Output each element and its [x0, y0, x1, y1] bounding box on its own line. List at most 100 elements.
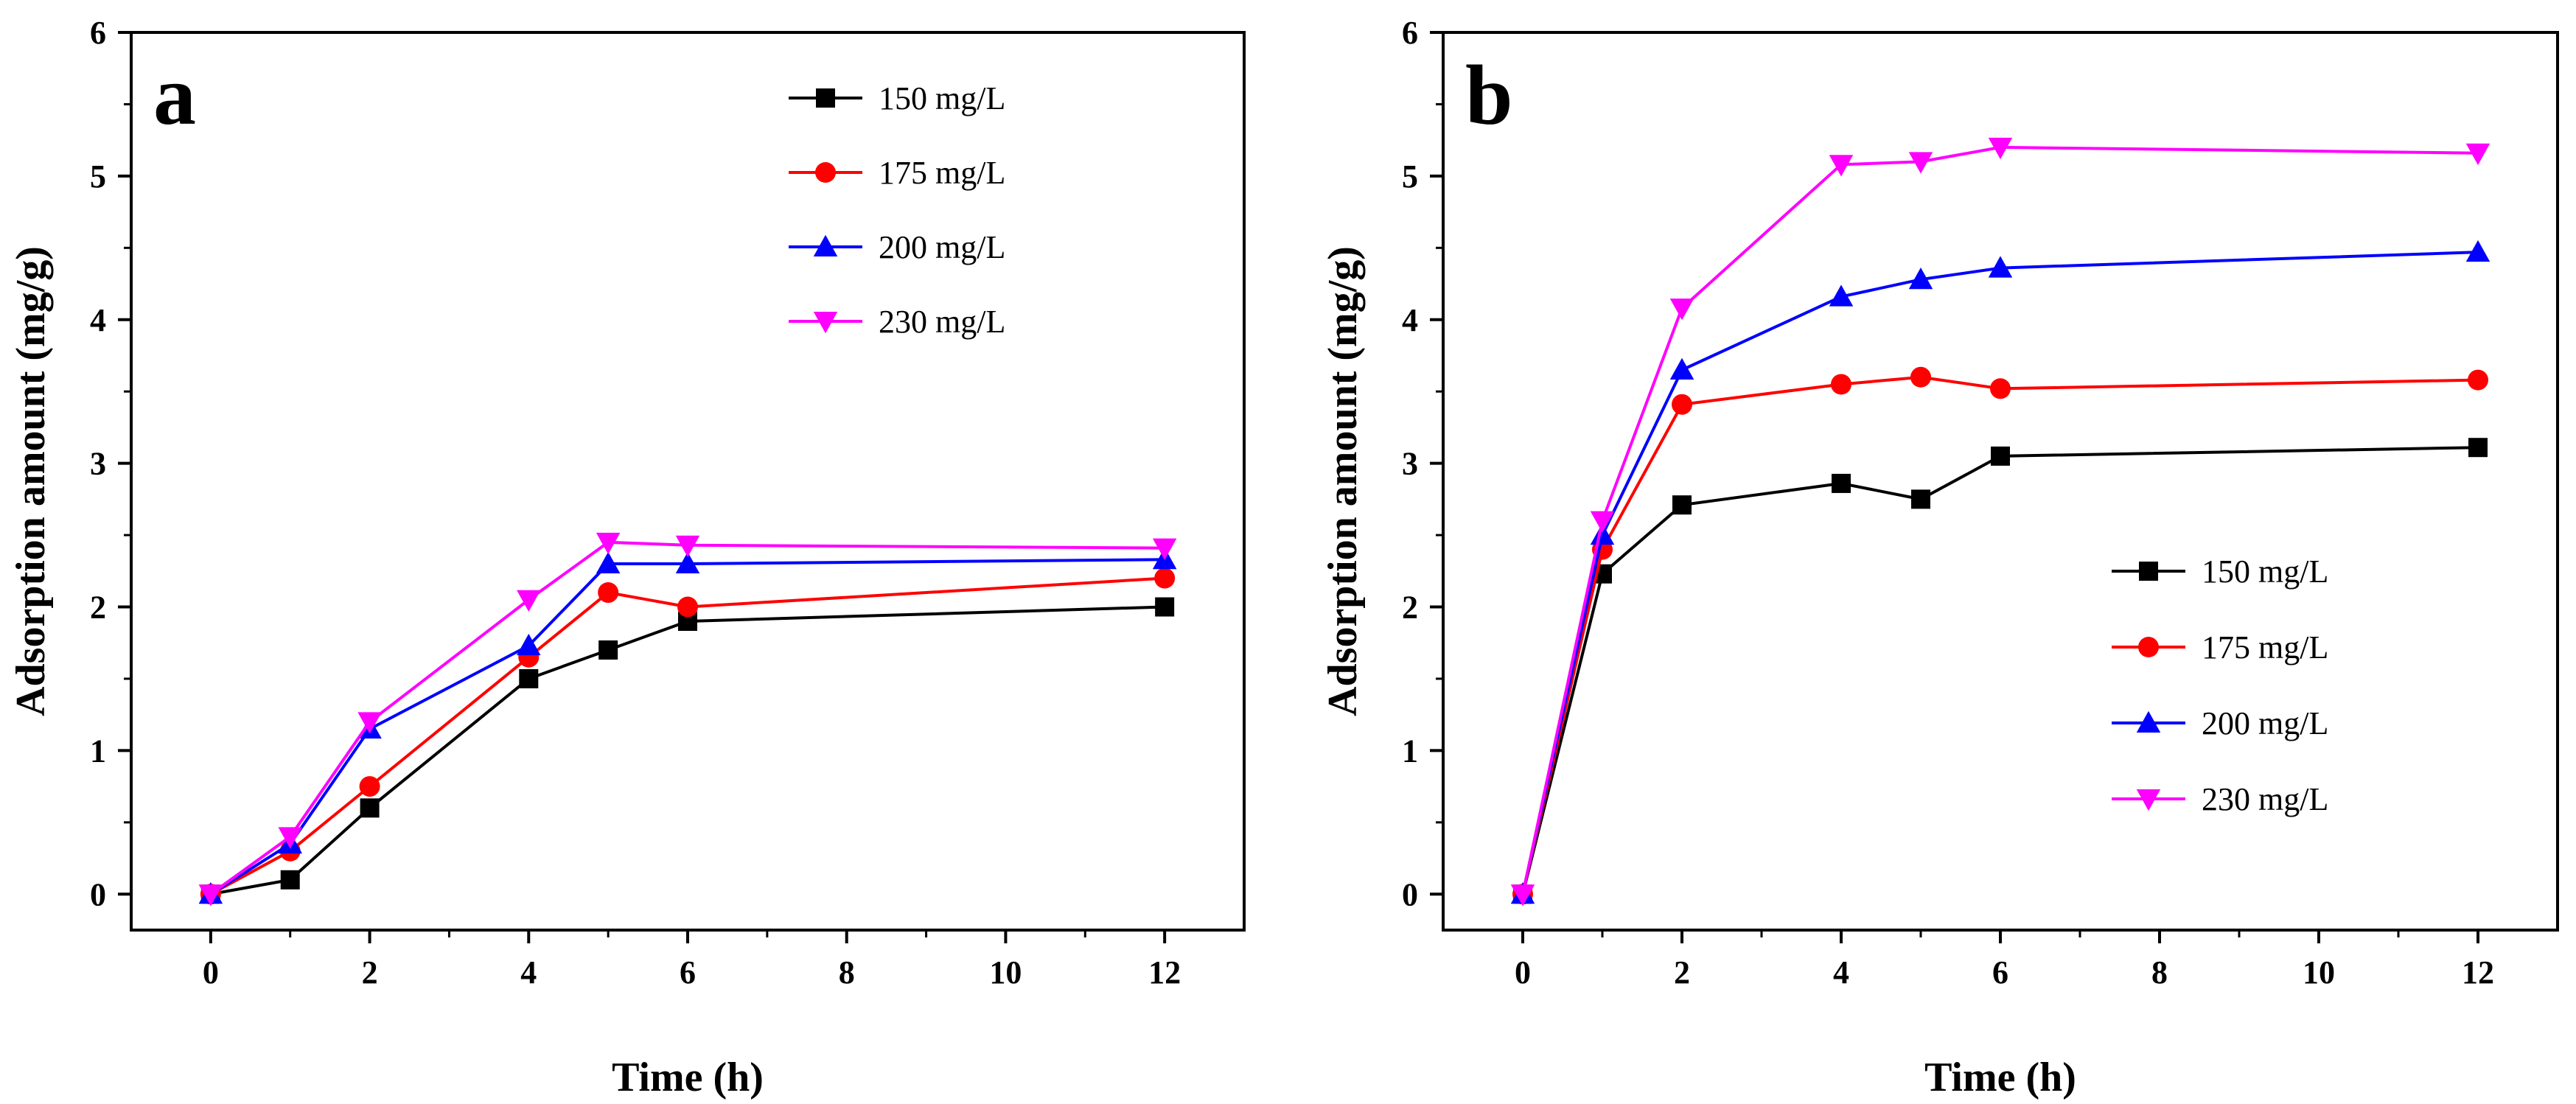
data-point: [280, 870, 300, 890]
data-point: [677, 596, 698, 618]
data-point: [1829, 284, 1854, 307]
x-tick-label: 2: [1674, 954, 1690, 991]
legend-marker: [2138, 637, 2159, 657]
plot-frame: [1442, 31, 2559, 932]
legend-marker: [2136, 710, 2161, 733]
data-point: [675, 535, 700, 557]
x-tick-label: 6: [680, 954, 696, 991]
data-point: [1908, 267, 1933, 290]
legend-label: 150 mg/L: [879, 80, 1005, 116]
data-point: [2468, 369, 2488, 391]
series-175-mg-l: [1512, 366, 2488, 905]
y-tick-label: 3: [90, 446, 106, 482]
x-tick-label: 12: [1148, 954, 1181, 991]
data-point: [1831, 374, 1851, 395]
legend-label: 230 mg/L: [879, 304, 1005, 340]
data-point: [1911, 489, 1930, 509]
series-line: [209, 540, 1165, 895]
data-point: [598, 640, 618, 660]
data-point: [1590, 523, 1615, 545]
y-tick-label: 5: [1402, 158, 1418, 195]
data-point: [596, 551, 621, 574]
legend-marker: [815, 162, 836, 183]
data-point: [1669, 357, 1694, 380]
legend-marker: [816, 88, 835, 108]
x-tick-label: 4: [1833, 954, 1849, 991]
y-tick-label: 0: [90, 876, 106, 912]
legend-label: 175 mg/L: [2202, 629, 2328, 665]
data-point: [1990, 378, 2011, 399]
data-point: [1908, 152, 1933, 174]
panel-label: a: [153, 49, 196, 143]
x-tick-label: 0: [203, 954, 219, 991]
data-point: [1152, 538, 1177, 560]
legend-label: 200 mg/L: [2202, 705, 2328, 741]
legend-marker: [2136, 789, 2161, 811]
legend-label: 200 mg/L: [879, 229, 1005, 265]
data-point: [1154, 567, 1176, 589]
data-point: [360, 798, 380, 818]
y-tick-label: 6: [1402, 15, 1418, 51]
y-axis-title: Adsorption amount (mg/g): [8, 246, 54, 716]
series-150-mg-l: [200, 597, 1175, 904]
data-point: [598, 582, 619, 604]
data-point: [1155, 597, 1175, 617]
data-point: [517, 633, 541, 656]
series-200-mg-l: [1510, 240, 2491, 904]
y-tick-label: 6: [90, 15, 106, 51]
x-tick-label: 10: [989, 954, 1022, 991]
data-point: [198, 884, 223, 906]
x-tick-label: 12: [2462, 954, 2494, 991]
data-point: [359, 776, 380, 797]
data-point: [2465, 240, 2491, 262]
data-point: [1832, 473, 1851, 493]
legend-marker: [813, 234, 838, 256]
data-point: [1510, 884, 1535, 906]
y-tick-label: 2: [90, 590, 106, 626]
data-point: [1910, 366, 1931, 388]
y-axis-title: Adsorption amount (mg/g): [1320, 246, 1366, 716]
data-point: [278, 827, 302, 849]
data-point: [2468, 438, 2488, 458]
data-point: [2465, 143, 2491, 165]
data-point: [1669, 298, 1694, 321]
data-point: [519, 668, 539, 688]
series-230-mg-l: [198, 532, 1177, 906]
y-tick-label: 1: [90, 733, 106, 769]
y-tick-label: 4: [90, 302, 106, 338]
panel-label: b: [1465, 49, 1513, 143]
y-tick-label: 3: [1402, 446, 1418, 482]
data-point: [357, 712, 382, 734]
data-point: [1672, 495, 1692, 515]
plot-frame: [130, 31, 1246, 932]
data-point: [596, 532, 621, 555]
x-tick-label: 8: [2151, 954, 2168, 991]
x-tick-label: 6: [1992, 954, 2008, 991]
y-tick-label: 1: [1402, 733, 1418, 769]
x-axis-title: Time (h): [612, 1055, 764, 1100]
data-point: [1988, 137, 2013, 160]
legend: 150 mg/L 175 mg/L 200 mg/L 230 mg/L: [789, 80, 1005, 340]
data-point: [1590, 511, 1615, 533]
data-point: [1991, 446, 2010, 466]
y-tick-label: 0: [1402, 876, 1418, 912]
legend-label: 150 mg/L: [2202, 553, 2328, 590]
y-tick-label: 2: [1402, 590, 1418, 626]
legend-marker: [813, 312, 838, 334]
legend-label: 230 mg/L: [2202, 781, 2328, 817]
legend: 150 mg/L 175 mg/L 200 mg/L 230 mg/L: [2112, 553, 2328, 817]
data-point: [1829, 155, 1854, 177]
data-point: [517, 590, 541, 612]
x-tick-label: 0: [1515, 954, 1531, 991]
y-tick-label: 4: [1402, 302, 1418, 338]
x-tick-label: 8: [839, 954, 855, 991]
x-axis-title: Time (h): [1924, 1055, 2076, 1100]
data-point: [1672, 394, 1692, 415]
data-point: [675, 551, 700, 574]
legend-label: 175 mg/L: [879, 155, 1005, 191]
legend-marker: [2139, 562, 2158, 581]
y-tick-label: 5: [90, 158, 106, 195]
